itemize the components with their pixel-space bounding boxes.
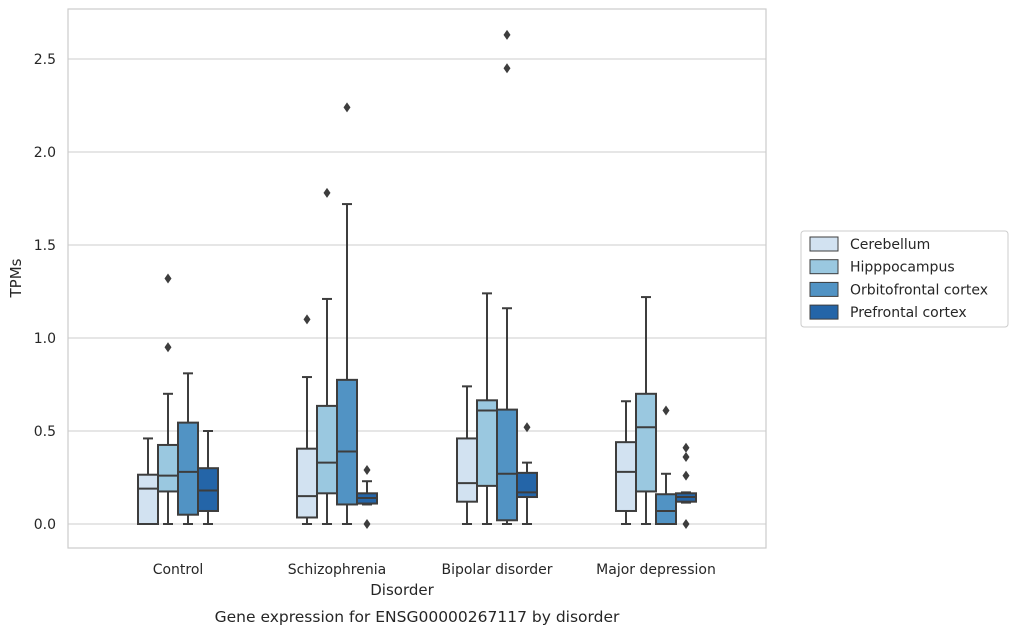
box <box>177 372 199 525</box>
box-iqr <box>635 392 657 493</box>
box <box>655 405 677 525</box>
box <box>635 296 657 525</box>
x-tick-label: Control <box>153 562 204 578</box>
outlier-point <box>343 102 351 113</box>
series-cerebellum <box>137 314 637 525</box>
box-iqr <box>336 378 358 506</box>
legend: Cerebellum Hipppocampus Orbitofrontal cort… <box>800 230 1009 328</box>
box-iqr <box>456 437 478 503</box>
plot-frame <box>67 8 767 549</box>
box-iqr <box>615 441 637 512</box>
box-iqr <box>496 408 518 522</box>
legend-frame <box>800 230 1009 328</box>
y-tick-labels: 0.0 0.5 1.0 1.5 2.0 2.5 <box>34 52 56 533</box>
y-tick-label: 2.5 <box>34 52 56 68</box>
outlier-point <box>682 452 690 463</box>
box-iqr <box>137 473 159 525</box>
box <box>516 422 538 525</box>
outlier-point <box>523 422 531 433</box>
legend-item: Cerebellum <box>809 236 930 253</box>
box <box>296 314 318 525</box>
outlier-point <box>164 273 172 284</box>
x-tick-label: Schizophrenia <box>288 562 386 578</box>
series-prefrontal-cortex <box>197 422 697 529</box>
legend-swatch <box>809 236 839 252</box>
box <box>496 29 518 525</box>
box-series <box>137 29 697 529</box>
box <box>137 437 159 525</box>
outlier-point <box>363 465 371 476</box>
box-iqr <box>296 447 318 519</box>
box <box>675 442 697 529</box>
x-tick-labels: Control Schizophrenia Bipolar disorder Majo… <box>153 562 716 578</box>
x-axis-label: Disorder <box>370 581 434 599</box>
box <box>336 102 358 525</box>
outlier-point <box>682 519 690 529</box>
box-iqr <box>655 493 677 525</box>
box-iqr <box>157 443 179 493</box>
legend-swatch <box>809 259 839 275</box>
legend-label: Orbitofrontal cortex <box>850 282 988 298</box>
outlier-point <box>323 187 331 198</box>
legend-item: Hipppocampus <box>809 259 955 276</box>
box <box>615 400 637 525</box>
legend-label: Prefrontal cortex <box>850 305 967 321</box>
outlier-point <box>682 442 690 453</box>
box-iqr <box>316 404 338 495</box>
outlier-point <box>164 342 172 353</box>
chart-caption: Gene expression for ENSG00000267117 by d… <box>215 608 620 626</box>
x-tick-label: Major depression <box>596 562 716 578</box>
box <box>197 430 219 525</box>
y-tick-label: 1.5 <box>34 238 56 254</box>
box-iqr <box>516 471 538 499</box>
box <box>157 273 179 525</box>
y-tick-label: 0.5 <box>34 424 56 440</box>
series-hipppocampus <box>157 187 657 525</box>
box <box>476 292 498 525</box>
box-iqr <box>177 421 199 516</box>
y-axis-label: TPMs <box>7 258 25 298</box>
y-tick-label: 1.0 <box>34 331 56 347</box>
outlier-point <box>682 470 690 481</box>
outlier-point <box>662 405 670 416</box>
outlier-point <box>303 314 311 325</box>
legend-label: Cerebellum <box>850 237 930 253</box>
legend-swatch <box>809 281 839 297</box>
box <box>456 385 478 525</box>
legend-swatch <box>809 304 839 320</box>
outlier-point <box>503 63 511 74</box>
legend-label: Hipppocampus <box>850 260 955 276</box>
outlier-point <box>363 519 371 529</box>
y-tick-label: 2.0 <box>34 145 56 161</box>
box <box>356 465 378 529</box>
y-tick-label: 0.0 <box>34 517 56 533</box>
box <box>316 187 338 525</box>
series-orbitofrontal-cortex <box>177 29 677 525</box>
legend-item: Orbitofrontal cortex <box>809 281 988 298</box>
legend-item: Prefrontal cortex <box>809 304 967 321</box>
x-tick-label: Bipolar disorder <box>441 562 552 578</box>
box-iqr <box>476 399 498 487</box>
outlier-point <box>503 29 511 40</box>
